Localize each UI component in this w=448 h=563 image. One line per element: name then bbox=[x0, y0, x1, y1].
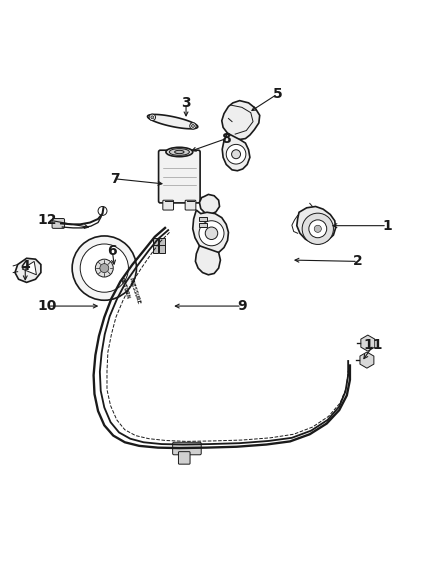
Circle shape bbox=[205, 227, 218, 239]
Ellipse shape bbox=[169, 149, 190, 155]
Text: 2: 2 bbox=[353, 254, 363, 269]
Text: 3: 3 bbox=[181, 96, 191, 110]
Bar bbox=[152, 245, 158, 253]
Circle shape bbox=[314, 225, 321, 233]
FancyBboxPatch shape bbox=[185, 200, 196, 210]
Circle shape bbox=[191, 124, 194, 127]
Polygon shape bbox=[222, 101, 260, 140]
Text: 5: 5 bbox=[273, 87, 283, 101]
Circle shape bbox=[309, 220, 327, 238]
Polygon shape bbox=[222, 133, 250, 171]
Circle shape bbox=[151, 116, 154, 119]
Bar bbox=[159, 238, 165, 246]
FancyBboxPatch shape bbox=[178, 452, 190, 464]
Bar bbox=[199, 217, 207, 221]
Polygon shape bbox=[193, 210, 228, 254]
Text: 7: 7 bbox=[110, 172, 120, 186]
Bar bbox=[159, 245, 165, 253]
Circle shape bbox=[100, 263, 109, 272]
Text: 11: 11 bbox=[364, 338, 383, 352]
Circle shape bbox=[149, 114, 155, 120]
Ellipse shape bbox=[175, 150, 184, 154]
Text: 12: 12 bbox=[38, 213, 57, 227]
Circle shape bbox=[95, 259, 113, 277]
Bar bbox=[152, 238, 158, 246]
Ellipse shape bbox=[166, 148, 193, 157]
FancyBboxPatch shape bbox=[172, 443, 201, 455]
FancyBboxPatch shape bbox=[163, 200, 173, 210]
Circle shape bbox=[98, 207, 107, 216]
FancyBboxPatch shape bbox=[52, 218, 65, 229]
Circle shape bbox=[72, 236, 137, 300]
Polygon shape bbox=[195, 246, 220, 275]
Polygon shape bbox=[22, 261, 36, 275]
Polygon shape bbox=[15, 258, 41, 283]
Circle shape bbox=[80, 244, 129, 292]
Text: 1: 1 bbox=[382, 218, 392, 233]
Circle shape bbox=[226, 144, 246, 164]
Text: RETURN: RETURN bbox=[119, 276, 131, 299]
Polygon shape bbox=[147, 114, 198, 129]
Text: 9: 9 bbox=[237, 299, 247, 313]
Polygon shape bbox=[297, 207, 336, 244]
Circle shape bbox=[190, 123, 196, 129]
Text: 4: 4 bbox=[20, 259, 30, 273]
Circle shape bbox=[302, 213, 333, 244]
Circle shape bbox=[199, 221, 224, 246]
Text: 10: 10 bbox=[38, 299, 57, 313]
Text: 6: 6 bbox=[108, 244, 117, 258]
Text: PRESSURE: PRESSURE bbox=[128, 276, 142, 305]
Text: 8: 8 bbox=[221, 132, 231, 146]
Polygon shape bbox=[199, 194, 220, 215]
FancyBboxPatch shape bbox=[159, 150, 200, 203]
Circle shape bbox=[232, 150, 241, 159]
Bar bbox=[199, 222, 207, 227]
